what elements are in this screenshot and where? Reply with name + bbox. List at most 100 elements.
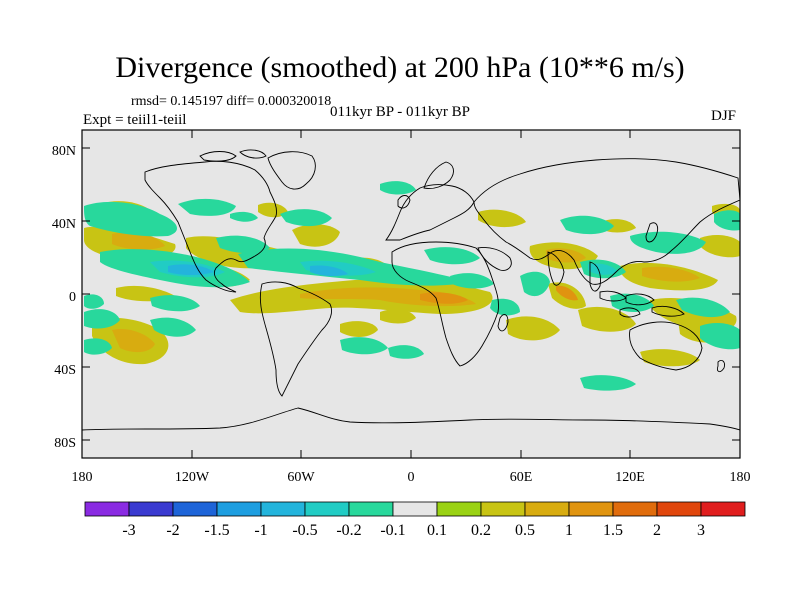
colorbar-swatch — [260, 501, 306, 517]
anomaly-patch — [84, 309, 120, 329]
anomaly-patch — [700, 235, 740, 258]
lat-tick-label: 40S — [54, 363, 76, 378]
scandinavia-coast — [423, 161, 454, 189]
lon-tick-label: 120W — [175, 470, 210, 485]
colorbar-swatch — [172, 501, 218, 517]
anomaly-patch — [640, 349, 700, 367]
colorbar-label: -1.5 — [204, 522, 229, 539]
anomaly-patch — [230, 211, 258, 222]
africa-coast — [391, 241, 499, 367]
colorbar-label: -0.1 — [380, 522, 405, 539]
anomaly-patch — [578, 306, 636, 332]
japan-coast — [645, 222, 659, 243]
anomaly-patch — [84, 294, 104, 309]
colorbar-swatch — [304, 501, 350, 517]
colorbar-label: -2 — [166, 522, 179, 539]
colorbar-swatch — [612, 501, 658, 517]
plot-title: Divergence (smoothed) at 200 hPa (10**6 … — [115, 51, 685, 84]
lon-tick-label: 0 — [408, 470, 415, 485]
colorbar — [84, 501, 746, 517]
anomaly-patch — [588, 263, 618, 275]
anomaly-patch — [84, 338, 112, 355]
experiment-text: Expt = teiil1-teiil — [83, 112, 187, 128]
anomaly-patch — [580, 375, 636, 391]
anomaly-patch — [676, 297, 730, 318]
anomaly-patch — [84, 201, 178, 237]
divergence-field — [84, 181, 740, 391]
anomaly-patch — [424, 247, 480, 265]
anomaly-patch — [610, 293, 654, 312]
colorbar-label: 3 — [697, 522, 705, 539]
colorbar-label: -3 — [122, 522, 135, 539]
anomaly-patch — [478, 209, 526, 228]
colorbar-swatch — [128, 501, 174, 517]
colorbar-swatch — [84, 501, 130, 517]
anomaly-patch — [560, 215, 614, 235]
anomaly-patch — [642, 266, 700, 282]
lon-tick-label: 180 — [72, 470, 93, 485]
anomaly-patch — [310, 265, 348, 277]
colorbar-labels: -3 -2 -1.5 -1 -0.5 -0.2 -0.1 0.1 0.2 0.5… — [122, 522, 705, 539]
colorbar-swatch — [700, 501, 746, 517]
colorbar-swatch — [216, 501, 262, 517]
coastlines — [82, 149, 740, 431]
anomaly-patch — [714, 210, 740, 231]
lon-tick-label: 180 — [730, 470, 751, 485]
anomaly-patch — [556, 285, 578, 301]
stats-text: rmsd= 0.145197 diff= 0.000320018 — [131, 94, 332, 109]
colorbar-swatch — [392, 501, 438, 517]
british-isles-coast — [397, 195, 411, 209]
colorbar-swatch — [524, 501, 570, 517]
colorbar-label: -0.2 — [336, 522, 361, 539]
anomaly-patch — [112, 232, 165, 250]
anomaly-patch — [380, 309, 416, 324]
period-subtitle: 011kyr BP - 011kyr BP — [330, 104, 471, 120]
colorbar-swatch — [348, 501, 394, 517]
madagascar-coast — [497, 314, 509, 332]
indonesia-coast — [599, 290, 685, 318]
anomaly-patch — [112, 328, 155, 353]
colorbar-swatch — [568, 501, 614, 517]
colorbar-label: 1 — [565, 522, 573, 539]
lon-tick-label: 60W — [287, 470, 315, 485]
lat-tick-label: 80N — [52, 144, 76, 159]
anomaly-patch — [506, 316, 560, 341]
axis-ticks — [81, 130, 741, 458]
anomaly-patch — [520, 271, 550, 297]
greenland-coast — [267, 151, 316, 190]
colorbar-label: 0.5 — [515, 522, 535, 539]
anomaly-patch — [700, 323, 740, 350]
anomaly-patch — [178, 198, 236, 216]
anomaly-patch — [490, 298, 520, 316]
antarctica-coast — [82, 407, 740, 431]
anomaly-patch — [380, 181, 416, 195]
anomaly-patch — [150, 295, 200, 312]
anomaly-patch — [292, 224, 340, 247]
south-america-coast — [259, 281, 333, 397]
colorbar-swatch — [436, 501, 482, 517]
anomaly-patch — [340, 337, 388, 355]
lat-tick-label: 80S — [54, 436, 76, 451]
anomaly-patch — [168, 264, 214, 275]
colorbar-label: 0.1 — [427, 522, 447, 539]
anomaly-patch — [450, 273, 494, 289]
anomaly-patch — [280, 209, 332, 227]
colorbar-label: 0.2 — [471, 522, 491, 539]
anomaly-patch — [258, 202, 288, 218]
anomaly-patch — [546, 248, 586, 263]
anomaly-patch — [388, 345, 424, 359]
lon-tick-label: 60E — [510, 470, 533, 485]
anomaly-patch — [216, 235, 270, 254]
australia-coast — [629, 321, 703, 371]
north-america-coast — [144, 160, 277, 293]
anomaly-patch — [340, 321, 378, 337]
india-coast — [547, 251, 565, 286]
asia-coast — [473, 158, 740, 285]
colorbar-label: 1.5 — [603, 522, 623, 539]
lat-tick-label: 40N — [52, 217, 76, 232]
colorbar-swatch — [480, 501, 526, 517]
anomaly-patch — [150, 317, 196, 337]
arabia-coast — [477, 247, 512, 271]
indochina-coast — [589, 261, 601, 292]
new-zealand-coast — [717, 359, 725, 373]
